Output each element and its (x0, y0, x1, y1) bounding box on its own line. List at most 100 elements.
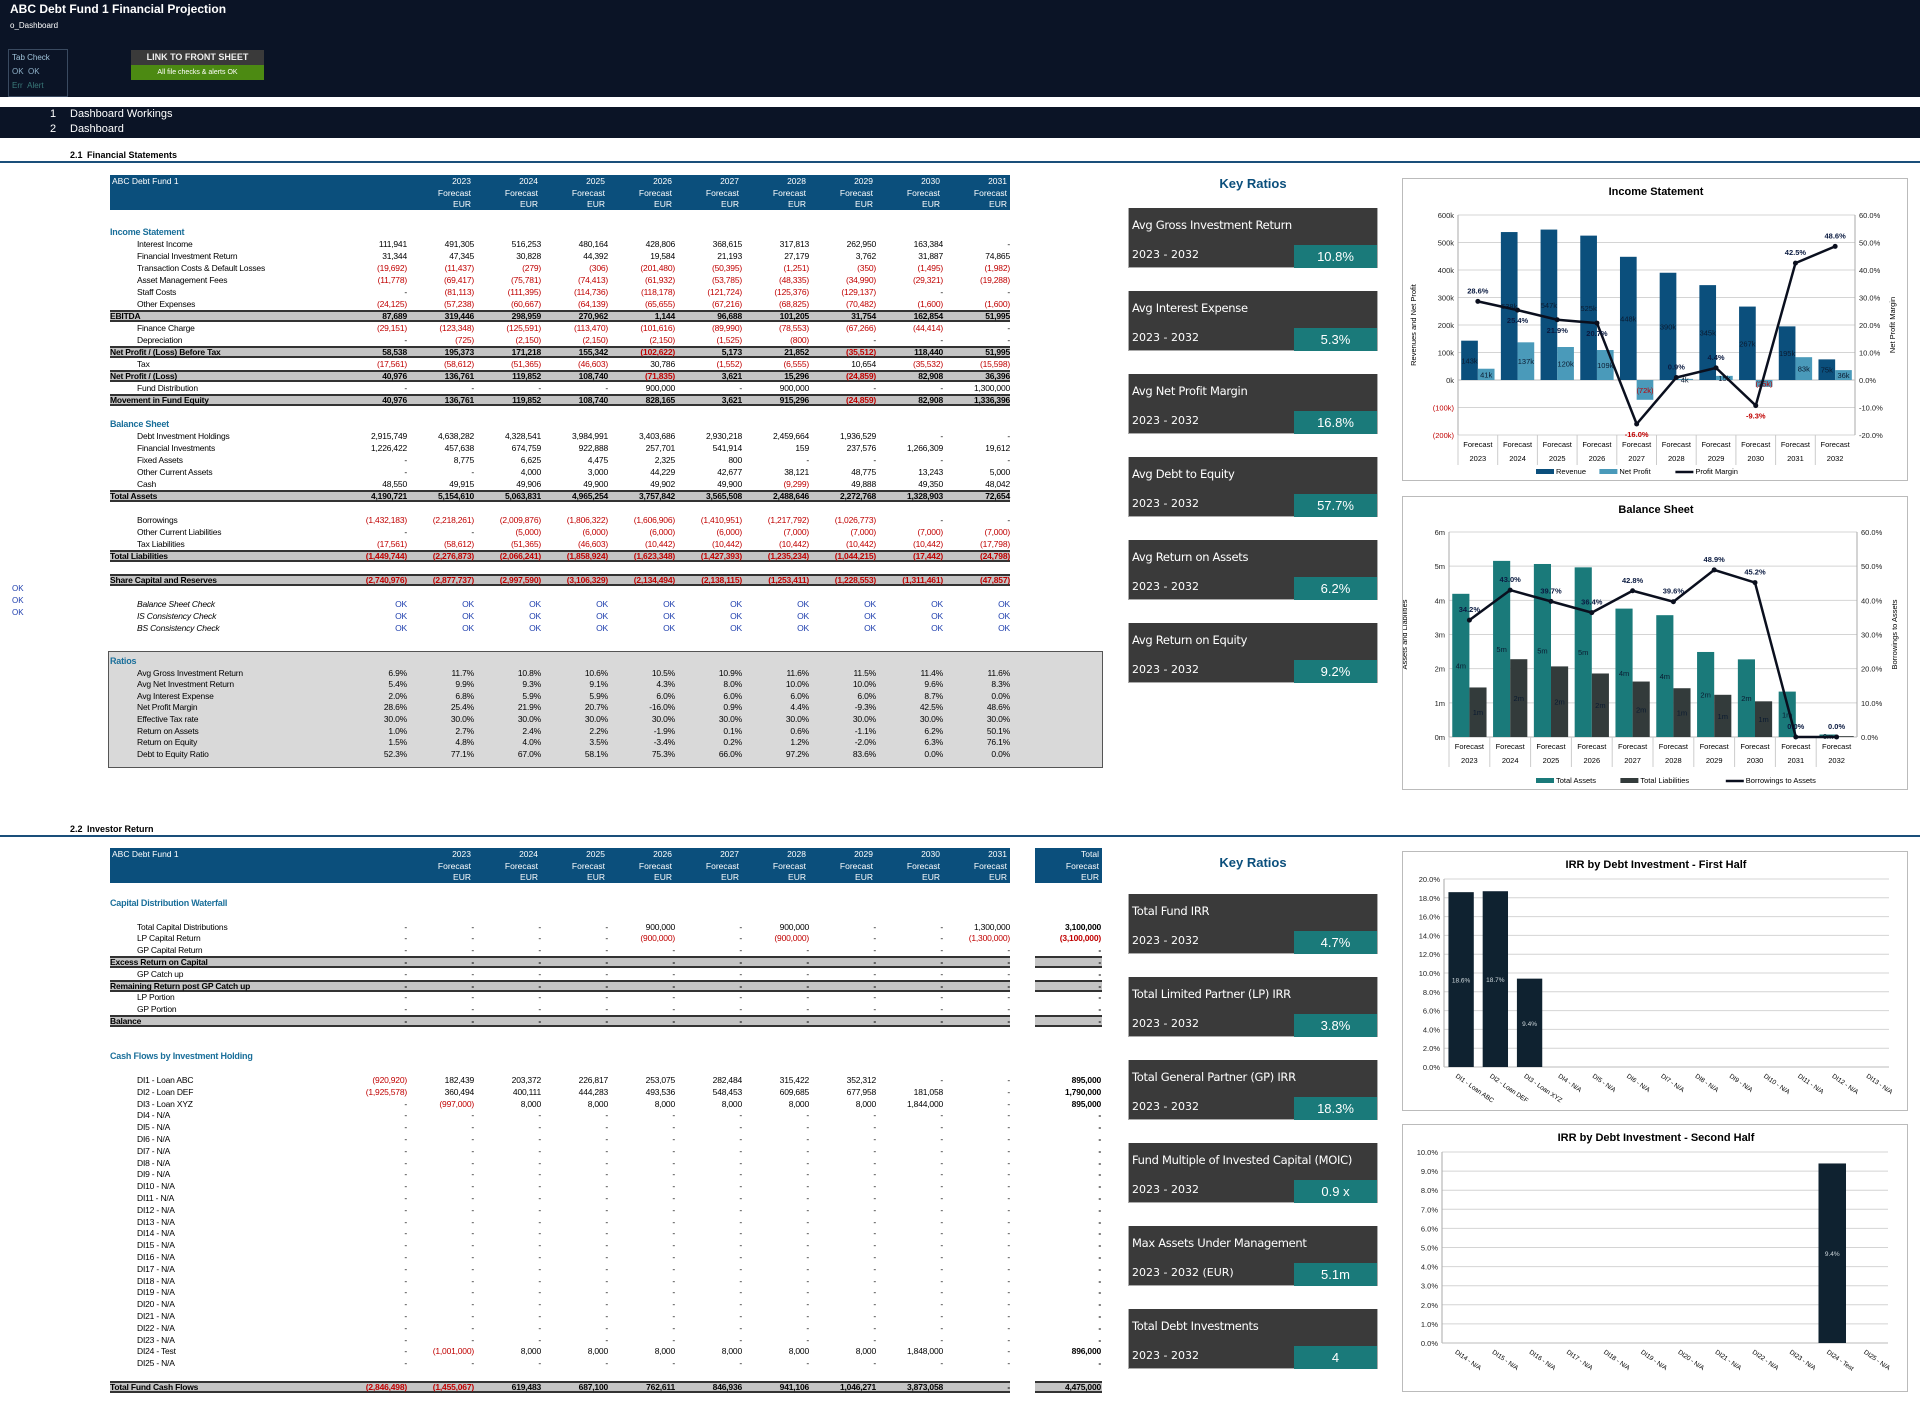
cell-value[interactable]: - (471, 1110, 474, 1121)
cell-value[interactable]: - (1007, 431, 1010, 441)
cell-value[interactable]: (70,482) (845, 299, 876, 309)
cell-value[interactable]: (7,000) (850, 527, 876, 537)
cell-value[interactable]: (5,000) (515, 527, 541, 537)
cell-value[interactable]: - (404, 1346, 407, 1357)
cell-value[interactable]: - (1098, 1193, 1101, 1203)
cell-value[interactable]: - (806, 455, 809, 465)
cell-value[interactable]: (900,000) (774, 933, 809, 944)
cell-value[interactable]: - (538, 1216, 541, 1227)
cell-value[interactable]: - (404, 945, 407, 956)
cell-value[interactable]: (53,785) (711, 275, 742, 285)
cell-value[interactable]: 97.2% (785, 748, 809, 759)
cell-value[interactable]: - (1098, 1145, 1101, 1156)
cell-value[interactable]: 82,908 (918, 395, 943, 405)
cell-value[interactable]: 44,392 (583, 251, 608, 261)
cell-value[interactable]: - (940, 1216, 943, 1227)
cell-value[interactable]: -3.4% (653, 737, 675, 748)
cell-value[interactable]: 828,165 (645, 395, 676, 405)
cell-value[interactable]: - (672, 1311, 675, 1321)
cell-value[interactable]: 11.6% (987, 667, 1011, 678)
cell-value[interactable]: - (605, 1004, 608, 1015)
cell-value[interactable]: OK (730, 599, 742, 609)
cell-value[interactable]: 119,852 (512, 371, 541, 381)
cell-value[interactable]: - (940, 1240, 943, 1251)
cell-value[interactable]: 6.0% (723, 690, 742, 701)
cell-value[interactable]: 0.0% (991, 690, 1010, 701)
cell-value[interactable]: (306) (589, 263, 608, 273)
cell-value[interactable]: - (605, 992, 608, 1003)
cell-value[interactable]: (1,623,348) (633, 551, 675, 561)
cell-value[interactable]: - (1007, 1193, 1010, 1203)
cell-value[interactable]: - (1007, 1287, 1010, 1298)
cell-value[interactable]: 31,754 (851, 311, 876, 321)
cell-value[interactable]: - (940, 1193, 943, 1203)
cell-value[interactable]: 44,229 (650, 467, 675, 477)
cell-value[interactable]: 21,852 (784, 347, 809, 357)
cell-value[interactable]: 30.0% (785, 714, 809, 724)
cell-value[interactable]: - (739, 933, 742, 944)
cell-value[interactable]: (65,655) (644, 299, 675, 309)
cell-value[interactable]: - (1098, 1204, 1101, 1215)
cell-value[interactable]: - (806, 1193, 809, 1203)
cell-value[interactable]: 270,962 (578, 311, 609, 321)
cell-value[interactable]: 2,915,749 (370, 431, 407, 441)
cell-value[interactable]: 4,638,282 (437, 431, 474, 441)
cell-value[interactable]: 1.2% (790, 737, 809, 748)
cell-value[interactable]: 87,689 (382, 311, 407, 321)
cell-value[interactable]: 8.0% (723, 679, 742, 690)
cell-value[interactable]: (1,982) (984, 263, 1010, 273)
cell-value[interactable]: - (1098, 1228, 1101, 1239)
cell-value[interactable]: - (471, 1157, 474, 1168)
cell-value[interactable]: 298,959 (511, 311, 542, 321)
cell-value[interactable]: - (940, 287, 943, 297)
cell-value[interactable]: 6,625 (520, 455, 541, 465)
cell-value[interactable]: - (739, 957, 742, 967)
cell-value[interactable]: - (404, 1358, 407, 1369)
cell-value[interactable]: 171,218 (511, 347, 542, 357)
cell-value[interactable]: (350) (857, 263, 876, 273)
cell-value[interactable]: 1,336,396 (973, 395, 1010, 405)
cell-value[interactable]: OK (596, 599, 608, 609)
cell-value[interactable]: OK (395, 623, 407, 633)
cell-value[interactable]: (11,437) (444, 263, 475, 273)
cell-value[interactable]: (68,825) (778, 299, 809, 309)
cell-value[interactable]: (114,736) (574, 287, 608, 297)
cell-value[interactable]: - (404, 1110, 407, 1121)
cell-value[interactable]: - (672, 992, 675, 1003)
cell-value[interactable]: 8,000 (721, 1098, 742, 1109)
cell-value[interactable]: (67,266) (845, 323, 876, 333)
cell-value[interactable]: (50,395) (711, 263, 742, 273)
cell-value[interactable]: - (404, 1004, 407, 1015)
cell-value[interactable]: 10,654 (851, 359, 876, 369)
cell-value[interactable]: - (940, 1228, 943, 1239)
cell-value[interactable]: (19,288) (979, 275, 1010, 285)
cell-value[interactable]: 51,995 (985, 347, 1010, 357)
cell-value[interactable]: (2,150) (649, 335, 675, 345)
cell-value[interactable]: 3,621 (721, 395, 742, 405)
cell-value[interactable]: - (605, 921, 608, 932)
cell-value[interactable]: - (538, 1004, 541, 1015)
cell-value[interactable]: (64,139) (577, 299, 608, 309)
cell-value[interactable]: - (940, 383, 943, 393)
cell-value[interactable]: 609,685 (779, 1086, 810, 1097)
cell-value[interactable]: 108,740 (578, 371, 609, 381)
cell-value[interactable]: 4.8% (455, 737, 474, 748)
cell-value[interactable]: (34,990) (845, 275, 876, 285)
cell-value[interactable]: - (471, 1252, 474, 1262)
link-to-front-sheet-button[interactable]: LINK TO FRONT SHEET All file checks & al… (131, 50, 264, 80)
cell-value[interactable]: - (404, 1228, 407, 1239)
cell-value[interactable]: - (1098, 1216, 1101, 1227)
cell-value[interactable]: 444,283 (578, 1086, 609, 1097)
cell-value[interactable]: - (1007, 1311, 1010, 1321)
cell-value[interactable]: - (471, 1322, 474, 1333)
cell-value[interactable]: 11.6% (786, 667, 810, 678)
cell-value[interactable]: - (538, 1122, 541, 1133)
cell-value[interactable]: 5.4% (388, 679, 407, 690)
cell-value[interactable]: - (471, 992, 474, 1003)
cell-value[interactable]: - (471, 1181, 474, 1192)
cell-value[interactable]: 30.0% (718, 714, 742, 724)
cell-value[interactable]: - (672, 1216, 675, 1227)
cell-value[interactable]: (1,026,773) (834, 515, 876, 525)
cell-value[interactable]: - (605, 1252, 608, 1262)
cell-value[interactable]: - (739, 1157, 742, 1168)
